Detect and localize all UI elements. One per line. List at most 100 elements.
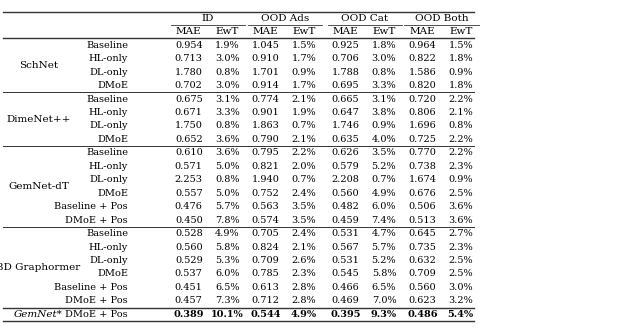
Text: 0.623: 0.623 — [408, 296, 436, 305]
Text: 0.457: 0.457 — [175, 296, 203, 305]
Text: 0.8%: 0.8% — [215, 68, 239, 76]
Text: 3D Graphormer: 3D Graphormer — [0, 263, 80, 272]
Text: 4.9%: 4.9% — [291, 310, 317, 319]
Text: 0.529: 0.529 — [175, 256, 203, 265]
Text: 2.5%: 2.5% — [449, 189, 473, 198]
Text: 2.2%: 2.2% — [449, 148, 473, 157]
Text: EwT: EwT — [216, 27, 239, 36]
Text: 0.528: 0.528 — [175, 229, 203, 238]
Text: 1.5%: 1.5% — [292, 41, 316, 50]
Text: 5.8%: 5.8% — [215, 243, 239, 252]
Text: 2.4%: 2.4% — [292, 189, 316, 198]
Text: 2.0%: 2.0% — [292, 162, 316, 171]
Text: MAE: MAE — [176, 27, 202, 36]
Text: 0.713: 0.713 — [175, 54, 203, 63]
Text: DL-only: DL-only — [90, 68, 128, 76]
Text: 5.3%: 5.3% — [215, 256, 239, 265]
Text: MAE: MAE — [333, 27, 358, 36]
Text: 2.4%: 2.4% — [292, 229, 316, 238]
Text: 7.8%: 7.8% — [215, 215, 239, 225]
Text: DL-only: DL-only — [90, 121, 128, 130]
Text: 2.8%: 2.8% — [292, 296, 316, 305]
Text: Baseline + Pos: Baseline + Pos — [54, 202, 128, 211]
Text: ID: ID — [202, 14, 214, 23]
Text: 0.671: 0.671 — [175, 108, 203, 117]
Text: 3.3%: 3.3% — [215, 108, 239, 117]
Text: DL-only: DL-only — [90, 256, 128, 265]
Text: 0.785: 0.785 — [252, 269, 280, 278]
Text: 0.712: 0.712 — [252, 296, 280, 305]
Text: DMoE + Pos: DMoE + Pos — [65, 310, 128, 319]
Text: 3.0%: 3.0% — [372, 54, 396, 63]
Text: DMoE: DMoE — [97, 189, 128, 198]
Text: 0.579: 0.579 — [332, 162, 360, 171]
Text: 3.0%: 3.0% — [449, 283, 473, 292]
Text: 0.560: 0.560 — [175, 243, 203, 252]
Text: DMoE: DMoE — [97, 81, 128, 90]
Text: 1.863: 1.863 — [252, 121, 280, 130]
Text: 10.1%: 10.1% — [211, 310, 244, 319]
Text: 0.9%: 0.9% — [292, 68, 316, 76]
Text: OOD Both: OOD Both — [415, 14, 468, 23]
Text: 0.914: 0.914 — [252, 81, 280, 90]
Text: 0.626: 0.626 — [332, 148, 360, 157]
Text: 0.8%: 0.8% — [449, 121, 473, 130]
Text: 0.7%: 0.7% — [292, 121, 316, 130]
Text: 3.1%: 3.1% — [372, 95, 396, 104]
Text: 3.1%: 3.1% — [215, 95, 239, 104]
Text: 0.613: 0.613 — [252, 283, 280, 292]
Text: 2.253: 2.253 — [175, 175, 203, 184]
Text: 4.9%: 4.9% — [372, 189, 396, 198]
Text: 0.610: 0.610 — [175, 148, 203, 157]
Text: 0.560: 0.560 — [332, 189, 360, 198]
Text: 1.701: 1.701 — [252, 68, 280, 76]
Text: 4.7%: 4.7% — [372, 229, 396, 238]
Text: 0.451: 0.451 — [175, 283, 203, 292]
Text: 3.3%: 3.3% — [372, 81, 396, 90]
Text: MAE: MAE — [410, 27, 435, 36]
Text: 1.7%: 1.7% — [292, 81, 316, 90]
Text: 0.738: 0.738 — [408, 162, 436, 171]
Text: 0.531: 0.531 — [332, 256, 360, 265]
Text: EwT: EwT — [372, 27, 396, 36]
Text: SchNet: SchNet — [19, 61, 58, 70]
Text: 1.674: 1.674 — [408, 175, 436, 184]
Text: 1.746: 1.746 — [332, 121, 360, 130]
Text: 2.1%: 2.1% — [292, 135, 316, 144]
Text: 2.6%: 2.6% — [292, 256, 316, 265]
Text: 0.676: 0.676 — [408, 189, 436, 198]
Text: 0.822: 0.822 — [408, 54, 436, 63]
Text: 0.821: 0.821 — [252, 162, 280, 171]
Text: 0.774: 0.774 — [252, 95, 280, 104]
Text: 0.486: 0.486 — [407, 310, 438, 319]
Text: 0.901: 0.901 — [252, 108, 280, 117]
Text: 2.8%: 2.8% — [292, 283, 316, 292]
Text: 5.7%: 5.7% — [372, 243, 396, 252]
Text: 3.8%: 3.8% — [372, 108, 396, 117]
Text: 2.5%: 2.5% — [449, 256, 473, 265]
Text: 0.706: 0.706 — [332, 54, 360, 63]
Text: 0.9%: 0.9% — [449, 68, 473, 76]
Text: 3.5%: 3.5% — [372, 148, 396, 157]
Text: Baseline: Baseline — [86, 41, 128, 50]
Text: 3.5%: 3.5% — [292, 202, 316, 211]
Text: 1.696: 1.696 — [408, 121, 436, 130]
Text: 0.395: 0.395 — [330, 310, 361, 319]
Text: 2.3%: 2.3% — [292, 269, 316, 278]
Text: HL-only: HL-only — [89, 108, 128, 117]
Text: 0.9%: 0.9% — [372, 121, 396, 130]
Text: 0.557: 0.557 — [175, 189, 203, 198]
Text: HL-only: HL-only — [89, 54, 128, 63]
Text: 5.2%: 5.2% — [372, 162, 396, 171]
Text: 0.537: 0.537 — [175, 269, 203, 278]
Text: Baseline: Baseline — [86, 229, 128, 238]
Text: 1.586: 1.586 — [408, 68, 436, 76]
Text: 0.910: 0.910 — [252, 54, 280, 63]
Text: 0.545: 0.545 — [332, 269, 360, 278]
Text: 0.635: 0.635 — [332, 135, 360, 144]
Text: EwT: EwT — [449, 27, 472, 36]
Text: DMoE: DMoE — [97, 269, 128, 278]
Text: 2.5%: 2.5% — [449, 269, 473, 278]
Text: 1.8%: 1.8% — [449, 81, 473, 90]
Text: 5.7%: 5.7% — [215, 202, 239, 211]
